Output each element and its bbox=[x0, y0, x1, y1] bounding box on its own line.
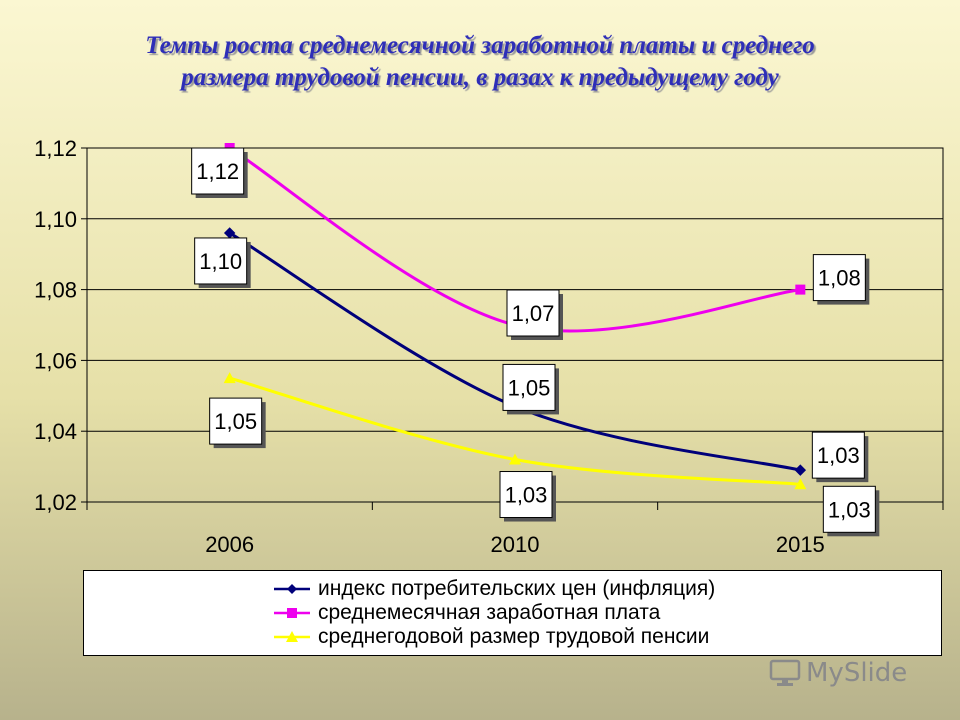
x-tick-label: 2006 bbox=[205, 532, 254, 557]
data-label-box bbox=[499, 471, 553, 519]
axes: 1,02 1,04 1,06 1,08 1,10 1,12 2006 2010 2015 bbox=[34, 136, 944, 557]
data-point-triangle bbox=[794, 478, 807, 490]
y-tick-label: 1,12 bbox=[34, 136, 77, 161]
data-label-box bbox=[194, 237, 248, 285]
data-label: 1,03 bbox=[817, 443, 860, 468]
data-label-box bbox=[822, 485, 876, 533]
data-label-box bbox=[506, 289, 560, 337]
data-point-triangle bbox=[223, 372, 236, 384]
legend-item: среднегодовой размер трудовой пенсии bbox=[274, 625, 941, 649]
data-label-box bbox=[812, 254, 866, 302]
data-label: 1,05 bbox=[214, 409, 257, 434]
y-tick-label: 1,10 bbox=[34, 207, 77, 232]
data-label-box bbox=[209, 397, 263, 445]
data-label-box bbox=[191, 147, 245, 195]
y-tick-label: 1,04 bbox=[34, 419, 77, 444]
data-point-diamond bbox=[794, 464, 807, 476]
title-line-2: размера трудовой пенсии, в разах к преды… bbox=[181, 64, 779, 91]
data-label: 1,10 bbox=[199, 249, 242, 274]
y-tick-label: 1,02 bbox=[34, 490, 77, 515]
legend-swatch-diamond-icon bbox=[274, 584, 310, 594]
data-label: 1,12 bbox=[196, 159, 239, 184]
watermark-text: MySlide bbox=[806, 658, 908, 688]
slide-title: Темпы роста среднемесячной заработной пл… bbox=[30, 30, 930, 94]
data-label: 1,03 bbox=[828, 497, 871, 522]
x-tick-label: 2010 bbox=[491, 532, 540, 557]
data-point-triangle bbox=[509, 453, 521, 465]
legend-label: среднемесячная заработная плата bbox=[318, 601, 661, 624]
legend-item: индекс потребительских цен (инфляция) bbox=[274, 577, 941, 601]
data-point-square bbox=[795, 284, 806, 295]
watermark: MySlide bbox=[768, 658, 907, 688]
legend-label: среднегодовой размер трудовой пенсии bbox=[318, 625, 710, 648]
title-line-1: Темпы роста среднемесячной заработной пл… bbox=[145, 32, 815, 59]
legend-swatch-triangle-icon bbox=[274, 631, 310, 642]
data-label: 1,03 bbox=[505, 483, 548, 508]
data-label: 1,08 bbox=[818, 266, 861, 291]
data-label-box bbox=[811, 431, 865, 479]
monitor-logo-icon bbox=[769, 659, 801, 686]
data-label: 1,05 bbox=[508, 375, 551, 400]
data-labels: 1,10 1,05 1,03 1,12 1,07 1,08 1,05 1,03 1,03 bbox=[191, 147, 880, 537]
x-tick-label: 2015 bbox=[776, 532, 825, 557]
legend: индекс потребительских цен (инфляция) ср… bbox=[83, 570, 942, 656]
legend-swatch-square-icon bbox=[274, 608, 310, 618]
data-label-box bbox=[502, 363, 556, 411]
data-label: 1,07 bbox=[512, 301, 555, 326]
series-line bbox=[228, 231, 801, 472]
legend-label: индекс потребительских цен (инфляция) bbox=[318, 577, 716, 600]
legend-item: среднемесячная заработная плата bbox=[274, 601, 941, 625]
y-tick-label: 1,06 bbox=[34, 348, 77, 373]
y-tick-label: 1,08 bbox=[34, 278, 77, 303]
